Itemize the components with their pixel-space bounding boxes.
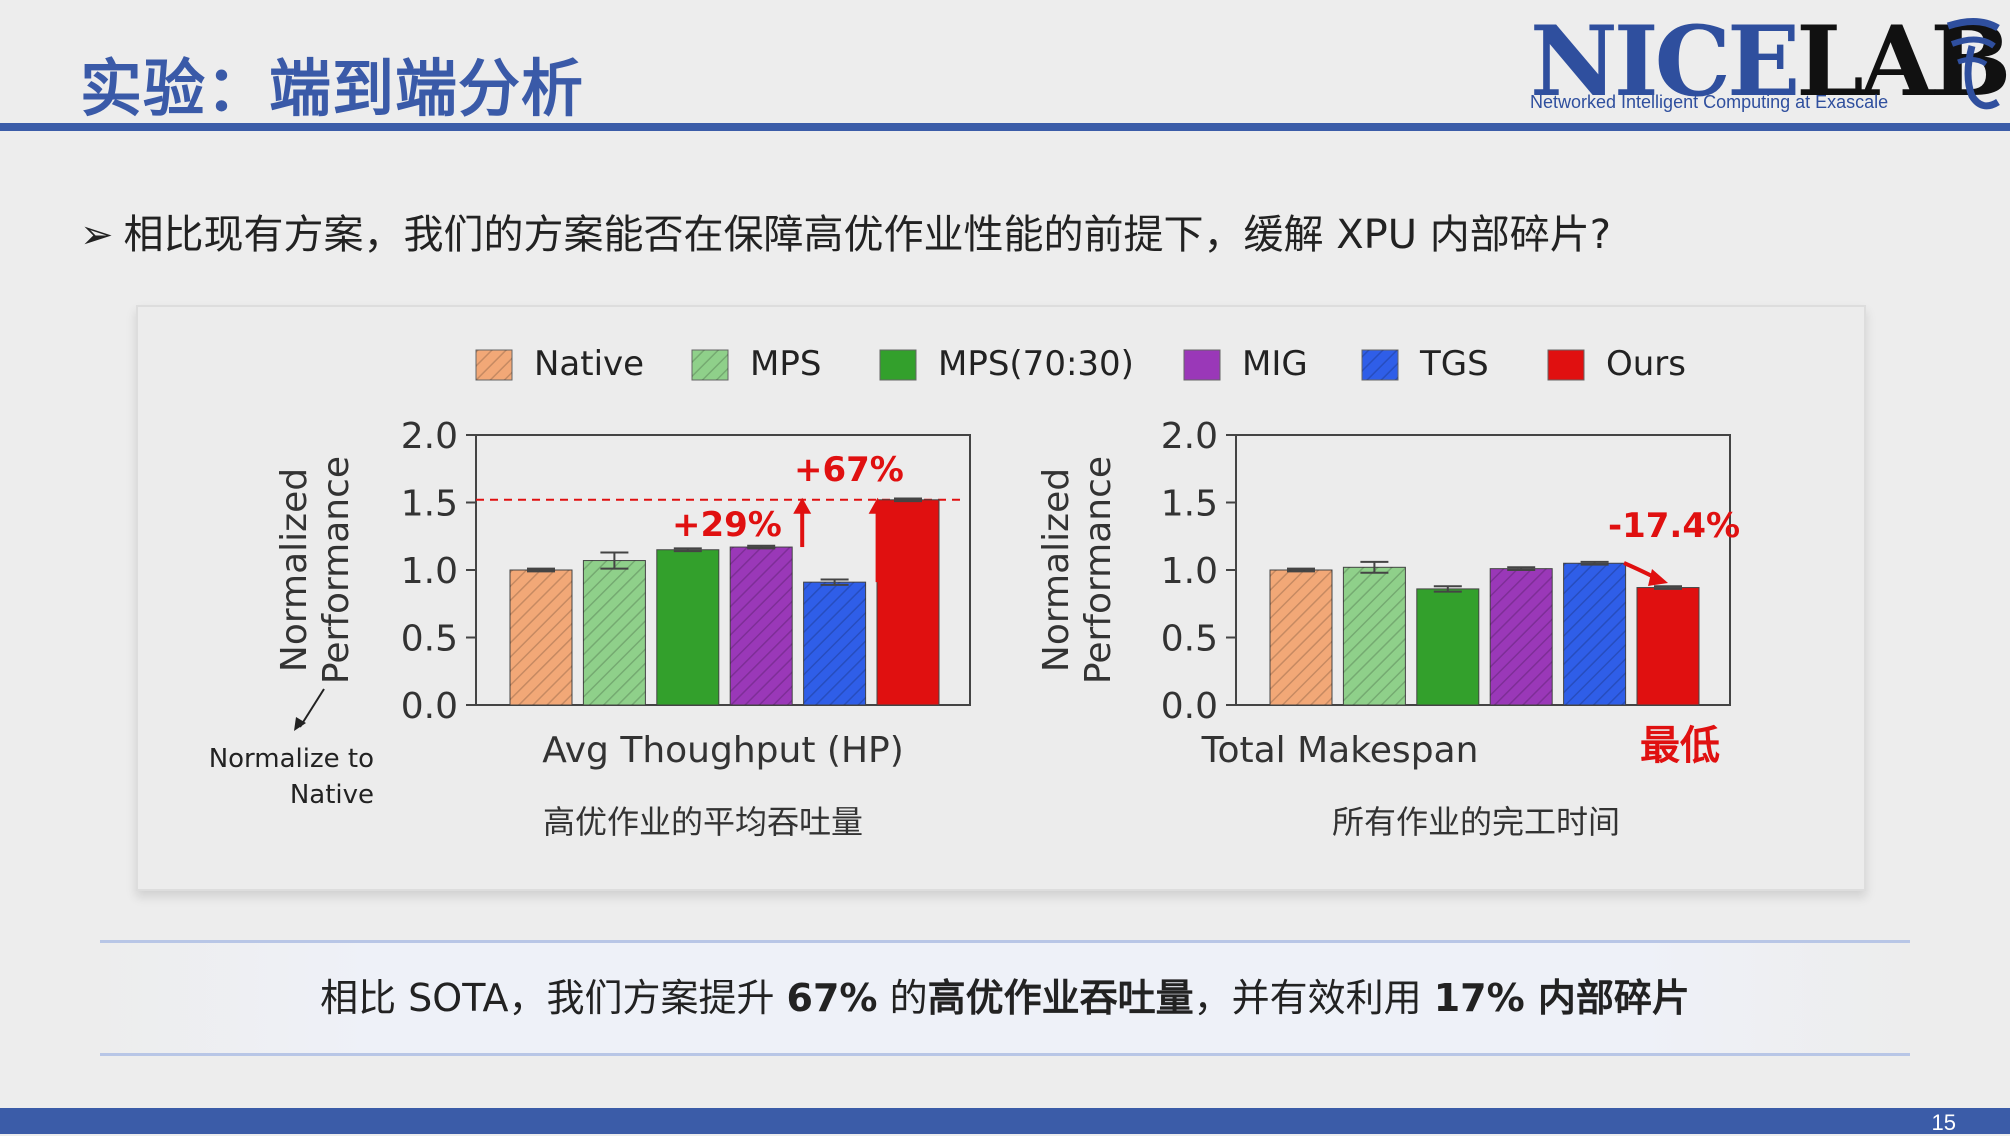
bar-mps-70-30- [1416,588,1480,706]
logo-nice-text: NICE [1530,5,1800,118]
bar-hatch [1343,567,1406,705]
chart-caption: 所有作业的完工时间 [1332,803,1620,841]
conclusion-part-3: ，并有效利用 [1193,976,1434,1020]
legend-swatch-hatch [476,350,512,380]
y-axis-label: Normalized [274,468,315,672]
legend-swatch-hatch [1362,350,1398,380]
conclusion-bold-1: 67% [786,976,878,1020]
question-text: 相比现有方案，我们的方案能否在保障高优作业性能的前提下，缓解 XPU 内部碎片? [123,212,1611,258]
y-tick-label: 1.0 [401,551,458,592]
legend-label: MPS(70:30) [938,344,1134,384]
gain-arrow-head [793,497,812,514]
note-line: Normalize to [209,744,374,774]
nicelab-logo: NICELAB Networked Intelligent Computing … [1530,14,2010,124]
y-axis-label: Performance [316,456,357,684]
y-tick-label: 1.5 [1161,484,1218,525]
legend-swatch-hatch [692,350,728,380]
note-arrow-head [294,717,306,731]
y-tick-label: 0.5 [1161,619,1218,660]
y-axis-label: Normalized [1036,468,1077,672]
annotation-plus-29: +29% [672,505,782,545]
y-tick-label: 0.0 [1161,686,1218,727]
note-line: Native [290,780,374,810]
bar-mps-70-30- [656,549,720,706]
legend-swatch [1547,349,1585,381]
annotation-minus-17-4: -17.4% [1608,506,1740,546]
legend-swatch [879,349,917,381]
y-tick-label: 2.0 [401,416,458,457]
legend-label: MIG [1242,344,1308,384]
bar-hatch [803,582,866,705]
annotation-lowest: 最低 [1640,723,1720,769]
chart-caption: 高优作业的平均吞吐量 [543,803,863,841]
question-line: ➢ 相比现有方案，我们的方案能否在保障高优作业性能的前提下，缓解 XPU 内部碎片… [80,202,1611,260]
arrow-bullet-icon: ➢ [80,212,114,258]
bar-hatch [583,560,646,705]
conclusion-bold-3: 17% 内部碎片 [1433,976,1690,1020]
bar-ours [876,499,940,706]
y-tick-label: 0.5 [401,619,458,660]
x-axis-label: Total Makespan [1201,730,1479,771]
y-tick-label: 1.0 [1161,551,1218,592]
footer-bar [0,1108,2010,1134]
slide-title: 实验：端到端分析 [80,52,585,125]
y-tick-label: 1.5 [401,484,458,525]
note-arrow-shaft [299,688,325,728]
conclusion-bold-2: 高优作业吞吐量 [927,976,1194,1020]
legend-label: Native [534,344,644,384]
bar-hatch [510,570,572,705]
page-number: 15 [1931,1110,1956,1135]
y-tick-label: 2.0 [1161,416,1218,457]
bar-hatch [1490,568,1553,705]
drop-arrow-head [1648,569,1668,586]
legend-swatch [1183,349,1221,381]
bar-ours [1636,587,1700,706]
logo-emblem-icon [1946,18,2000,110]
conclusion-part-1: 相比 SOTA，我们方案提升 [320,976,787,1020]
chart-card: Native MPS MPS(70:30) MIG TGS Ours 0.0 0.5 1.0 1.… [136,305,1866,891]
gain-arrow-head [868,497,887,514]
conclusion-banner: 相比 SOTA，我们方案提升 67% 的高优作业吞吐量，并有效利用 17% 内部… [100,940,1910,1056]
legend-label: MPS [750,344,821,384]
conclusion-part-2: 的 [877,976,928,1020]
conclusion-text: 相比 SOTA，我们方案提升 67% 的高优作业吞吐量，并有效利用 17% 内部… [100,943,1910,1053]
legend-label: Ours [1606,344,1686,384]
y-tick-label: 0.0 [401,686,458,727]
bar-hatch [1563,563,1626,705]
bar-hatch [730,547,793,705]
y-axis-label: Performance [1078,456,1119,684]
legend-label: TGS [1419,344,1489,384]
bar-hatch [1270,570,1332,705]
header-rule [0,123,2010,131]
x-axis-label: Avg Thoughput (HP) [542,730,904,771]
logo-subtitle: Networked Intelligent Computing at Exasc… [1530,92,1889,112]
annotation-plus-67: +67% [794,450,904,490]
bar-charts: Native MPS MPS(70:30) MIG TGS Ours 0.0 0.5 1.0 1.… [209,344,1740,841]
